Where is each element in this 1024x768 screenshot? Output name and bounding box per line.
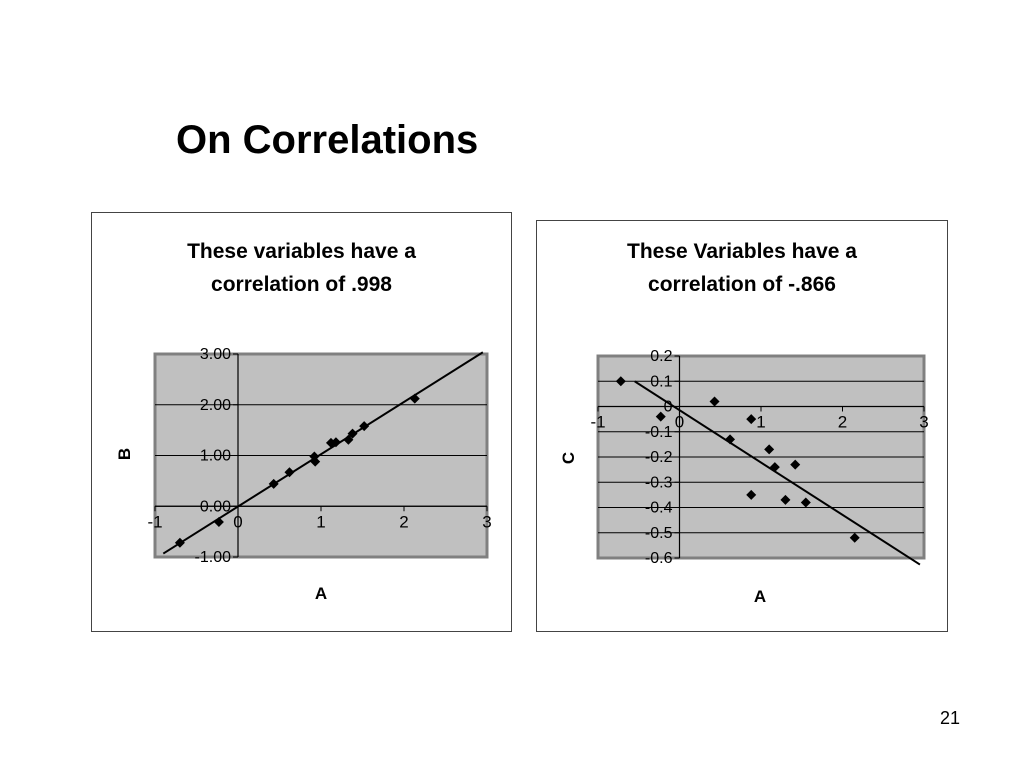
data-point [330, 437, 341, 448]
y-tick-label: -0.5 [645, 525, 673, 542]
x-axis-title: A [315, 584, 327, 603]
data-point [174, 537, 185, 548]
data-point [325, 437, 336, 448]
y-tick-label: -1.00 [195, 549, 232, 566]
y-tick-label: -0.1 [645, 424, 673, 441]
trendline [634, 380, 921, 566]
y-tick-label: 2.00 [200, 397, 231, 414]
data-point [615, 376, 626, 387]
data-point [746, 414, 757, 425]
data-point [310, 456, 321, 467]
x-tick-label: -1 [590, 413, 605, 432]
data-point [769, 462, 780, 473]
y-tick-label: 0 [664, 399, 673, 416]
y-tick-label: 3.00 [200, 346, 231, 363]
x-tick-label: -1 [147, 512, 162, 531]
x-tick-label: 3 [482, 512, 491, 531]
x-tick-label: 2 [838, 413, 847, 432]
caption-line: correlation of .998 [211, 273, 392, 296]
y-tick-label: 0.1 [650, 373, 672, 390]
data-point [780, 494, 791, 505]
data-point [347, 428, 358, 439]
y-tick-label: 0.00 [200, 498, 231, 515]
caption-line: These variables have a [187, 240, 416, 263]
y-tick-label: -0.6 [645, 550, 673, 567]
caption-line: correlation of -.866 [648, 273, 836, 296]
data-point [655, 411, 666, 422]
data-point [343, 434, 354, 445]
data-point [746, 489, 757, 500]
y-tick-label: 1.00 [200, 448, 231, 465]
x-tick-label: 0 [233, 512, 242, 531]
data-point [409, 393, 420, 404]
data-point [709, 396, 720, 407]
chart-panel-right: These Variables have a correlation of -.… [536, 220, 948, 632]
data-point [725, 434, 736, 445]
scatter-chart-left: 3.00 2.00 1.00 0.00 -1.00 -1 0 1 2 3 A B [115, 346, 492, 603]
data-point [800, 497, 811, 508]
data-point [764, 444, 775, 455]
data-point [268, 478, 279, 489]
chart-caption-left: These variables have a correlation of .9… [92, 235, 511, 301]
y-tick-label: -0.4 [645, 500, 673, 517]
data-point [790, 459, 801, 470]
y-axis-title: C [559, 452, 578, 464]
x-tick-label: 0 [675, 413, 684, 432]
y-axis-title: B [115, 448, 134, 460]
x-axis-title: A [754, 587, 766, 606]
x-tick-label: 1 [316, 512, 325, 531]
y-tick-label: -0.2 [645, 449, 673, 466]
data-point [284, 467, 295, 478]
page-number: 21 [939, 708, 960, 728]
scatter-chart-right: 0.20.10-0.1-0.2-0.3-0.4-0.5-0.6-1 0 1 2 3AC [559, 348, 929, 606]
chart-caption-right: These Variables have a correlation of -.… [537, 235, 947, 301]
caption-line: These Variables have a [627, 240, 857, 263]
y-tick-label: 0.2 [650, 348, 672, 365]
x-tick-label: 2 [399, 512, 408, 531]
y-tick-label: -0.3 [645, 474, 673, 491]
data-point [359, 421, 370, 432]
slide-title: On Correlations [176, 118, 479, 162]
chart-panel-left: These variables have a correlation of .9… [91, 212, 512, 632]
data-point [849, 532, 860, 543]
x-tick-label: 1 [756, 413, 765, 432]
x-tick-label: 3 [919, 413, 928, 432]
data-point [213, 516, 224, 527]
